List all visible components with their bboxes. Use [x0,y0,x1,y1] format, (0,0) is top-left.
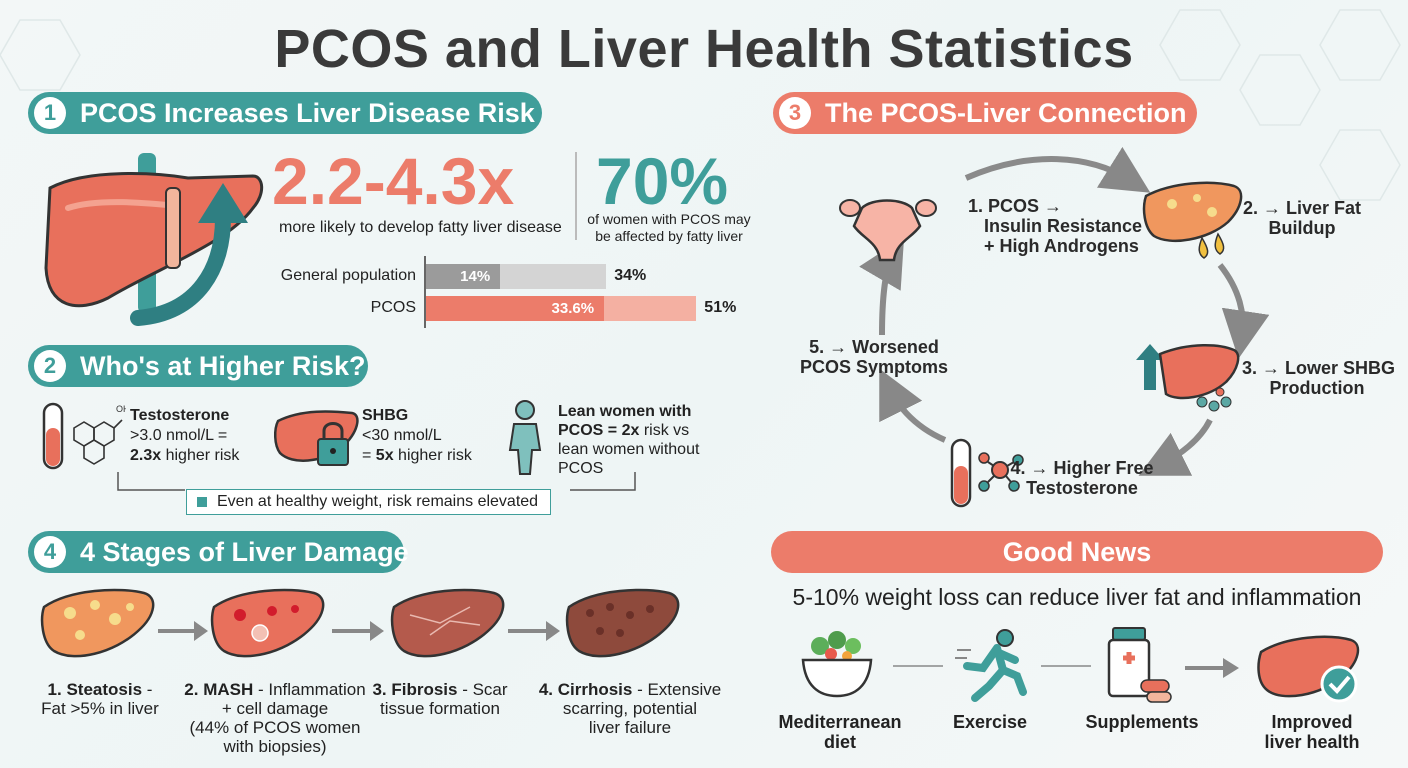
testosterone-risk-text: Testosterone >3.0 nmol/L = 2.3x higher r… [130,407,240,464]
section4-header: 4 4 Stages of Liver Damage [28,531,409,573]
liver-stages-illustration [40,588,680,658]
cycle-step-1: 1. PCOS → Insulin Resistance + High Andr… [968,196,1143,256]
section4-number: 4 [34,536,66,568]
bar-inner-value: 14% [426,264,501,289]
bar-label: General population [280,267,416,284]
fatty-liver-drops-icon [1142,181,1243,259]
good-news-item-1: Mediterranean diet [778,712,902,752]
bar-outer-label: 34% [614,267,647,284]
cycle-step-4: 4. → Higher Free Testosterone [1010,458,1154,498]
section3-header: 3 The PCOS-Liver Connection [773,92,1197,134]
section1-header: 1 PCOS Increases Liver Disease Risk [28,92,542,134]
good-news-item-4: Improved liver health [1264,712,1360,752]
pcos-liver-cycle-diagram [839,146,1270,508]
mash-liver-icon [210,588,325,658]
cycle-step-5: 5. → Worsened PCOS Symptoms [799,337,949,377]
stage-label-2: 2. MASH - Inflammation + cell damage (44% … [184,680,366,756]
cycle-step-3: 3. → Lower SHBG Production [1242,358,1396,398]
svg-text:OH: OH [116,404,126,414]
pill-bottle-icon [1107,627,1172,703]
note-bracket [117,472,636,491]
good-news-subtitle: 5-10% weight loss can reduce liver fat a… [792,584,1362,610]
bar-label: PCOS [370,299,416,316]
fibrosis-liver-icon [390,588,505,658]
bar-axis [424,256,426,328]
cycle-arrows [859,146,1270,476]
good-news-header: Good News [771,531,1383,573]
stage-label-1: 1. Steatosis - Fat >5% in liver [41,680,159,718]
woman-figure-icon [508,400,542,475]
running-person-icon [955,629,1027,702]
section2-header: 2 Who's at Higher Risk? [28,345,368,387]
liver-lock-icon [274,410,359,466]
stat-percent-caption: of women with PCOS may be affected by fa… [587,211,751,244]
stage-label-4: 4. Cirrhosis - Extensive scarring, potent… [538,680,722,737]
stat-percent-affected: 70% [596,144,729,218]
steatosis-liver-icon [40,588,155,658]
liver-up-arrow-shbg-icon [1136,343,1240,412]
section4-heading: 4 Stages of Liver Damage [80,537,409,567]
section1-number: 1 [34,97,66,129]
stage-label-3: 3. Fibrosis - Scar tissue formation [372,680,508,718]
healthy-weight-note: Even at healthy weight, risk remains ele… [186,489,552,515]
shbg-risk-text: SHBG <30 nmol/L = 5x higher risk [362,407,472,464]
lean-women-risk-text: Lean women with PCOS = 2x risk vs lean w… [558,403,700,477]
stage-arrows [158,621,560,641]
healthy-liver-check-icon [1257,635,1360,703]
test-tube-molecule-cycle-icon [950,438,1024,508]
section3-number: 3 [779,97,811,129]
good-news-item-3: Supplements [1085,712,1199,732]
cycle-step-2: 2. → Liver Fat Buildup [1242,198,1362,238]
bar-outer-label: 51% [704,299,737,316]
good-news-icons [801,627,1360,703]
prevalence-bar-chart: General population 14% 34% PCOS 33.6% 51% [228,256,788,330]
uterus-icon [839,199,937,262]
salad-bowl-icon [801,631,873,698]
note-bullet-icon [197,497,207,507]
stat-risk-multiplier: 2.2-4.3x [272,144,515,218]
section1-heading: PCOS Increases Liver Disease Risk [80,98,535,128]
cirrhosis-liver-icon [565,588,680,658]
liver-up-arrow-icon [44,153,264,326]
section3-heading: The PCOS-Liver Connection [825,98,1187,128]
section2-number: 2 [34,350,66,382]
section2-heading: Who's at Higher Risk? [80,351,366,381]
good-news-item-2: Exercise [952,712,1028,732]
stat-divider [575,152,577,240]
test-tube-molecule-icon: OH [42,402,126,470]
page-title: PCOS and Liver Health Statistics [274,19,1134,79]
stat-risk-caption: more likely to develop fatty liver disea… [279,219,562,236]
bar-inner-value: 33.6% [426,296,605,321]
